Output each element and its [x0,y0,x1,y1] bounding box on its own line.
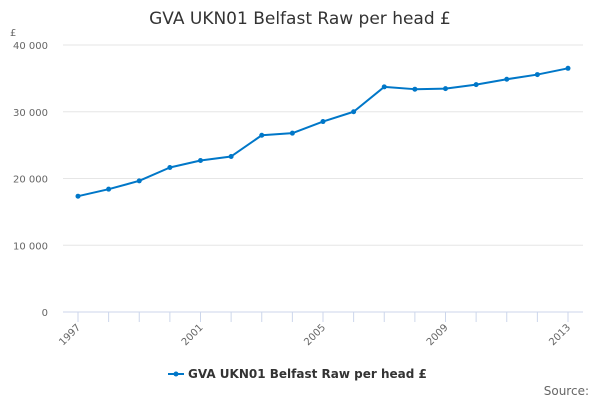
x-tick-label: 2005 [302,322,328,348]
y-tick-label: 0 [42,308,48,319]
data-point-2010 [473,82,479,88]
y-axis-label: £ [10,28,16,39]
data-point-2006 [351,109,357,115]
y-tick-label: 30 000 [13,108,48,119]
data-point-2002 [228,153,234,159]
data-point-2008 [412,86,418,92]
data-point-2013 [565,65,571,71]
y-tick-label: 40 000 [13,41,48,52]
data-point-2012 [534,72,540,78]
y-tick-label: 20 000 [13,175,48,186]
chart-title: GVA UKN01 Belfast Raw per head £ [149,9,451,29]
series-line [77,67,569,198]
x-tick-label: 2009 [425,322,451,348]
legend-point-marker [173,371,179,377]
x-tick-label: 2001 [180,322,206,348]
source-label: Source: [544,384,589,398]
data-point-2000 [167,164,173,170]
y-tick-label: 10 000 [13,241,48,252]
data-point-2005 [320,119,326,125]
data-point-1999 [136,178,142,184]
x-tick-label: 2013 [547,322,573,348]
data-point-1997 [75,193,81,199]
legend-label[interactable]: GVA UKN01 Belfast Raw per head £ [188,367,427,381]
x-tick-label: 1997 [57,322,83,348]
data-point-2003 [259,132,265,138]
data-point-2004 [289,130,295,136]
legend[interactable]: GVA UKN01 Belfast Raw per head £ [168,367,427,381]
data-point-1998 [106,186,112,192]
data-point-2007 [381,84,387,90]
data-point-2009 [443,86,448,92]
data-point-2011 [504,76,510,82]
data-point-2001 [198,157,203,163]
